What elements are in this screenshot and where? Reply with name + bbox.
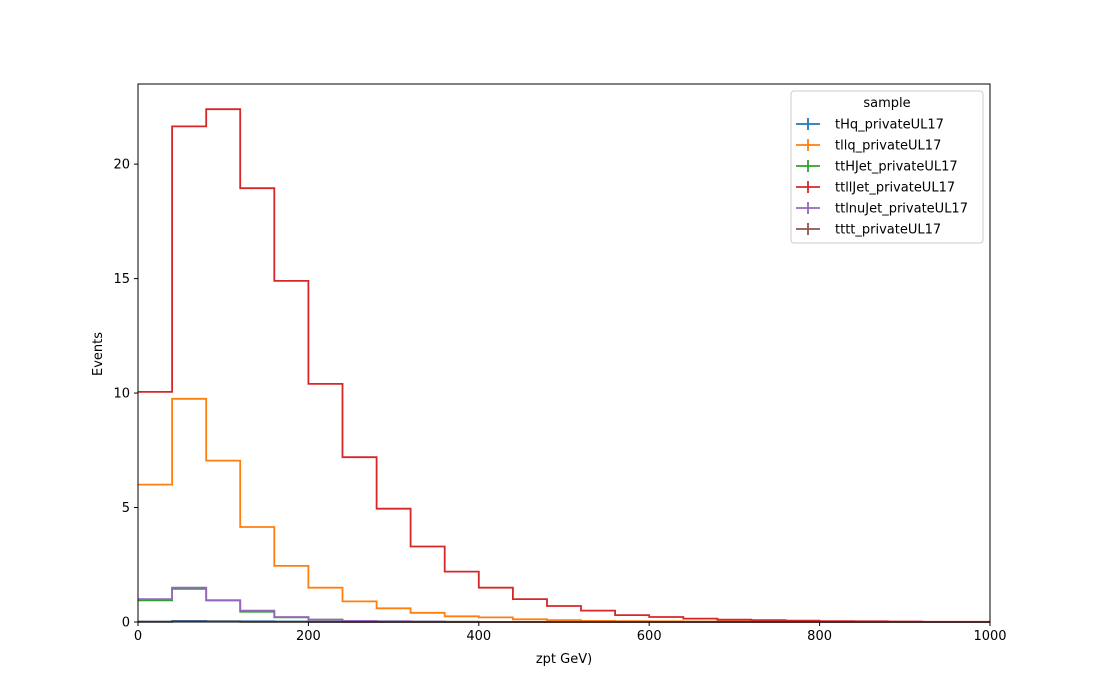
legend-label: ttHJet_privateUL17 (835, 160, 958, 175)
x-tick-label: 200 (296, 629, 321, 644)
y-axis-label: Events (91, 332, 106, 376)
legend-frame (790, 90, 984, 244)
x-tick-label: 400 (466, 629, 491, 644)
x-axis-label: zpt GeV) (536, 652, 592, 667)
y-tick-label: 20 (113, 158, 130, 173)
legend-label: tHq_privateUL17 (835, 118, 944, 133)
axes-frame (137, 83, 991, 623)
y-tick-label: 0 (122, 616, 130, 631)
axes: 0 200 400 600 800 1000 0 5 10 15 20 (113, 83, 1007, 644)
x-tick-label: 800 (807, 629, 832, 644)
legend-entry-ttlnujet-privateul17: ttlnuJet_privateUL17 (796, 202, 968, 217)
legend-entry-tttt-privateul17: tttt_privateUL17 (796, 223, 941, 238)
y-tick-label: 5 (122, 501, 130, 516)
legend-entry-tthjet-privateul17: ttHJet_privateUL17 (796, 160, 958, 175)
legend-entry-ttlljet-privateul17: ttllJet_privateUL17 (796, 181, 955, 196)
legend-label: tllq_privateUL17 (835, 139, 941, 154)
y-tick-label: 10 (113, 387, 130, 402)
x-tick-label: 1000 (973, 629, 1006, 644)
x-tick-label: 600 (637, 629, 662, 644)
x-tick-label: 0 (134, 629, 142, 644)
legend-title: sample (863, 96, 910, 111)
y-tick-label: 15 (113, 272, 130, 287)
legend-label: tttt_privateUL17 (835, 223, 941, 238)
legend-label: ttllJet_privateUL17 (835, 181, 955, 196)
legend: sample tHq_privateUL17 tllq_privateUL17tt… (790, 90, 984, 244)
legend-label: ttlnuJet_privateUL17 (835, 202, 968, 217)
legend-entry-tllq-privateul17: tllq_privateUL17 (796, 139, 941, 154)
legend-entry-thq-privateul17: tHq_privateUL17 (796, 118, 944, 133)
